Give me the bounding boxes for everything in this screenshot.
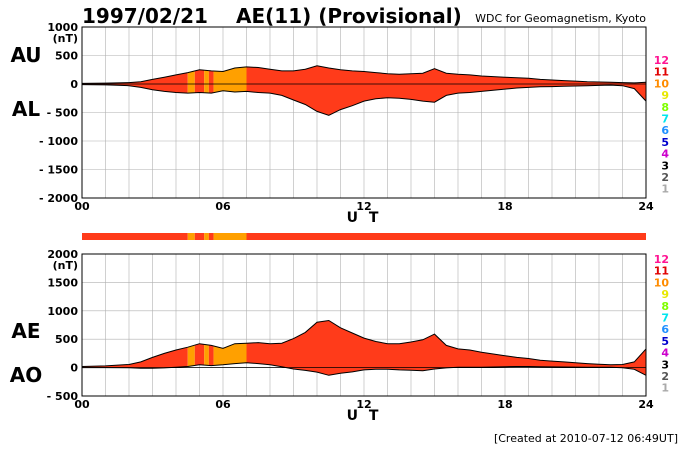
x-tick-label: 06 [215, 200, 231, 213]
station-count-legend-item: 8 [661, 101, 669, 114]
y-tick-label: 2000 [47, 248, 78, 261]
series-line-ae [81, 319, 647, 367]
y-unit-label: (nT) [53, 32, 78, 45]
station-count-legend-item: 10 [654, 276, 670, 289]
station-fill-segment [187, 65, 195, 116]
station-count-legend-item: 1 [661, 183, 669, 196]
series-label-au: AU [10, 43, 41, 67]
series-label-al: AL [12, 97, 40, 121]
station-strip-segment [213, 233, 223, 240]
x-tick-label: 24 [638, 200, 654, 213]
station-count-legend-item: 10 [654, 77, 670, 90]
station-count-legend-item: 8 [661, 300, 669, 313]
x-axis-label: U T [347, 210, 382, 226]
station-count-legend-item: 1 [661, 382, 669, 395]
station-count-legend-item: 5 [661, 335, 669, 348]
station-count-legend-item: 7 [661, 312, 669, 325]
x-tick-label: 00 [74, 200, 90, 213]
station-fill-segment [204, 65, 209, 116]
station-count-legend-item: 11 [654, 66, 669, 79]
station-count-legend-item: 9 [661, 288, 669, 301]
station-strip-segment [208, 233, 214, 240]
station-strip-segment [194, 233, 205, 240]
x-tick-label: 18 [497, 398, 512, 411]
station-fill-segment [208, 320, 214, 376]
series-label-ae: AE [11, 319, 40, 343]
station-fill-segment [213, 65, 223, 116]
station-fill-segment [194, 320, 205, 376]
station-strip-segment [82, 233, 188, 240]
y-tick-label: 500 [55, 50, 78, 63]
station-count-legend-item: 12 [654, 253, 669, 266]
station-count-legend-item: 7 [661, 113, 669, 126]
station-count-legend-item: 6 [661, 124, 669, 137]
y-unit-label: (nT) [53, 259, 78, 272]
station-count-legend-item: 3 [661, 358, 669, 371]
created-timestamp: [Created at 2010-07-12 06:49UT] [494, 432, 678, 445]
y-tick-label: - 500 [47, 390, 79, 403]
station-count-strip [82, 233, 646, 240]
station-fill-segment [82, 320, 188, 376]
series-line-ao [82, 362, 647, 376]
station-strip-segment [223, 233, 247, 240]
x-tick-label: 12 [356, 398, 371, 411]
series-line-al [81, 84, 647, 116]
plot-frame [81, 26, 647, 199]
station-fill-segment [187, 320, 195, 376]
station-strip-segment [204, 233, 209, 240]
station-fill-segment [223, 320, 247, 376]
series-line-au [81, 65, 647, 84]
station-count-legend-item: 12 [654, 54, 669, 67]
plot-title: AE(11) (Provisional) [236, 4, 462, 28]
station-strip-segment [246, 233, 646, 240]
y-tick-label: - 500 [47, 107, 79, 120]
series-label-ao: AO [10, 363, 42, 387]
station-strip-segment [187, 233, 195, 240]
station-fill-segment [246, 320, 646, 376]
y-tick-label: 0 [70, 78, 78, 91]
station-count-legend-item: 9 [661, 89, 669, 102]
x-tick-label: 24 [638, 398, 654, 411]
y-tick-label: 1500 [47, 276, 78, 289]
y-tick-label: 0 [70, 362, 78, 375]
station-count-legend-item: 6 [661, 323, 669, 336]
station-count-legend-item: 5 [661, 136, 669, 149]
station-fill-segment [194, 65, 205, 116]
station-count-legend-item: 4 [661, 347, 669, 360]
x-tick-label: 00 [74, 398, 90, 411]
x-tick-label: 06 [215, 398, 231, 411]
station-count-legend-item: 4 [661, 148, 669, 161]
station-count-legend-item: 2 [661, 171, 669, 184]
station-fill-segment [213, 320, 223, 376]
plot-date: 1997/02/21 [82, 4, 208, 28]
plot-frame [81, 253, 647, 397]
y-tick-label: - 1500 [39, 164, 78, 177]
station-fill-segment [204, 320, 209, 376]
x-axis-label: U T [347, 408, 382, 424]
station-count-legend-item: 3 [661, 159, 669, 172]
y-tick-label: 1000 [47, 21, 78, 34]
y-tick-label: - 1000 [39, 135, 78, 148]
source-label: WDC for Geomagnetism, Kyoto [475, 12, 646, 25]
station-count-legend-item: 11 [654, 265, 669, 278]
y-tick-label: 500 [55, 333, 78, 346]
x-tick-label: 12 [356, 200, 371, 213]
x-tick-label: 18 [497, 200, 512, 213]
y-tick-label: - 2000 [39, 192, 78, 205]
chart-panel-upper: 1000 500 0 - 500 - 1000 - 1500 - 2000 (nT) 00 06 1… [10, 21, 669, 226]
station-fill-segment [208, 65, 214, 116]
station-count-legend-item: 2 [661, 370, 669, 383]
y-tick-label: 1000 [47, 305, 78, 318]
